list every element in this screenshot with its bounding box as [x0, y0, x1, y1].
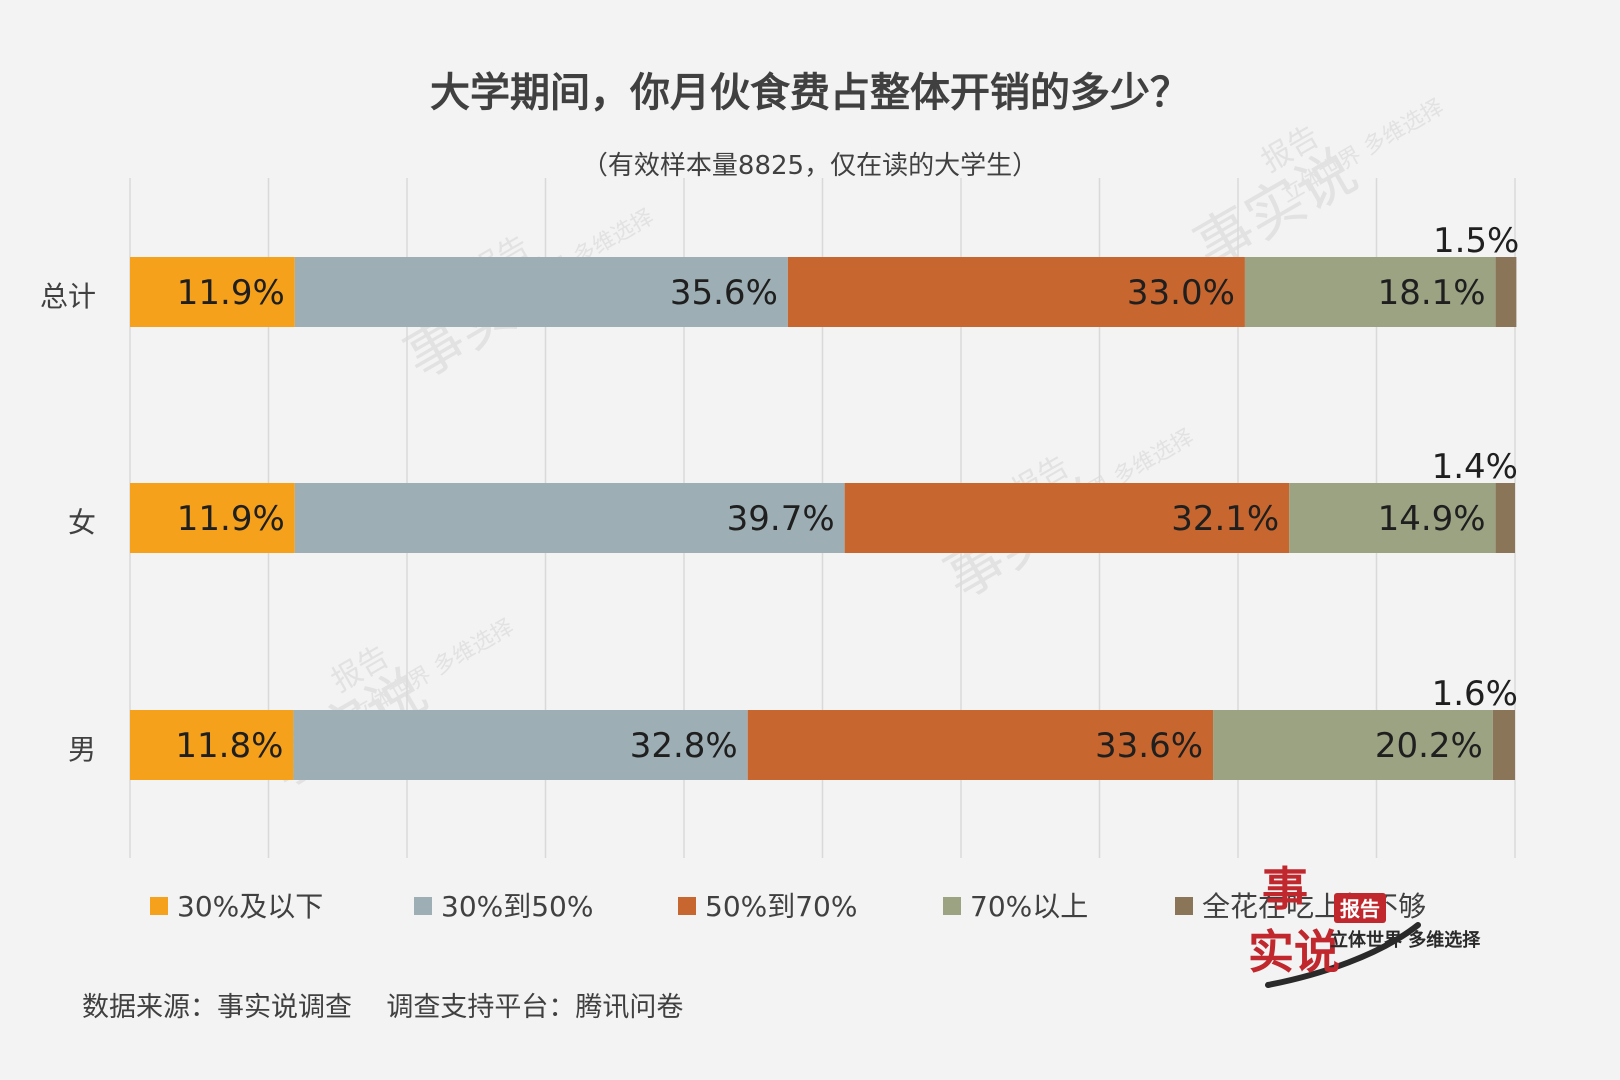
data-label: 1.5% — [1433, 221, 1519, 261]
legend-label: 70%以上 — [970, 890, 1088, 923]
data-label: 11.9% — [177, 499, 285, 539]
data-label: 1.4% — [1432, 447, 1518, 487]
logo-badge-text: 报告 — [1340, 897, 1380, 921]
bar-segment — [1213, 710, 1493, 780]
data-label: 35.6% — [670, 273, 778, 313]
data-label: 32.8% — [630, 726, 738, 766]
legend-swatch — [414, 897, 432, 915]
bar-segment — [844, 483, 1290, 553]
bar-segment — [130, 710, 294, 780]
legend-item: 50%到70% — [678, 890, 857, 923]
chart-title: 大学期间，你月伙食费占整体开销的多少？ — [430, 70, 1190, 116]
source-note: 数据来源：事实说调查 调查支持平台：腾讯问卷 — [82, 992, 683, 1023]
legend-label: 30%到50% — [441, 890, 593, 923]
data-label: 39.7% — [727, 499, 835, 539]
legend-label: 全花在吃上都不够 — [1202, 890, 1426, 923]
legend-item: 70%以上 — [943, 890, 1088, 923]
data-label: 11.9% — [177, 273, 285, 313]
legend-item: 30%及以下 — [150, 890, 323, 923]
bars — [130, 257, 1517, 780]
legend-label: 50%到70% — [705, 890, 857, 923]
legend-swatch — [1175, 897, 1193, 915]
data-label: 18.1% — [1378, 273, 1486, 313]
brush-stroke — [1265, 922, 1421, 988]
legend-swatch — [150, 897, 168, 915]
category-label: 总计 — [40, 280, 96, 313]
logo-badge — [1334, 893, 1386, 923]
logo-tagline: 立体世界 多维选择 — [1330, 929, 1481, 951]
legend-swatch — [678, 897, 696, 915]
data-label: 1.6% — [1432, 674, 1518, 714]
bar-segment — [787, 257, 1245, 327]
legend-item: 全花在吃上都不够 — [1175, 890, 1426, 923]
legend: 30%及以下 30%到50% 50%到70% 70%以上 全花在吃上都不够 — [150, 890, 1426, 923]
bar-segment — [130, 483, 295, 553]
bar-segment — [294, 483, 845, 553]
data-labels: 11.9% 35.6% 33.0% 18.1% 1.5% 11.9% 39.7% 32.1% 1… — [175, 221, 1519, 766]
bar-segment — [1495, 483, 1515, 553]
bar-segment — [1495, 257, 1517, 327]
legend-label: 30%及以下 — [177, 890, 323, 923]
logo-main-text: 实说 — [1248, 925, 1340, 979]
category-label: 男 — [68, 733, 96, 766]
bar-segment — [294, 257, 788, 327]
data-label: 14.9% — [1378, 499, 1486, 539]
data-label: 33.6% — [1095, 726, 1203, 766]
data-label: 11.8% — [175, 726, 283, 766]
bar-segment — [1244, 257, 1496, 327]
data-label: 33.0% — [1127, 273, 1235, 313]
bar-segment — [293, 710, 748, 780]
legend-swatch — [943, 897, 961, 915]
bar-segment — [1289, 483, 1496, 553]
logo-main-text: 事 — [1262, 862, 1308, 916]
bar-segment — [130, 257, 295, 327]
bar-segment — [747, 710, 1214, 780]
legend-item: 30%到50% — [414, 890, 593, 923]
chart-subtitle: （有效样本量8825，仅在读的大学生） — [582, 151, 1038, 181]
category-label: 女 — [68, 506, 96, 539]
data-label: 32.1% — [1171, 499, 1279, 539]
bar-segment — [1492, 710, 1515, 780]
data-label: 20.2% — [1375, 726, 1483, 766]
